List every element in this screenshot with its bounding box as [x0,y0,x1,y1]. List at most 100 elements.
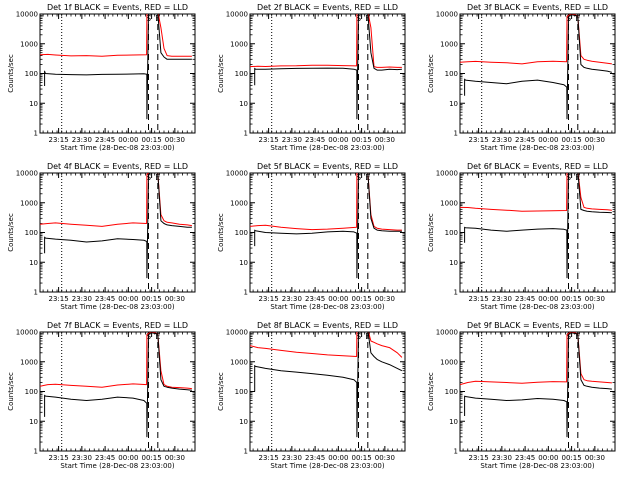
marker-label: E [575,173,580,182]
y-tick-label: 1000 [440,40,458,48]
x-tick-label: 23:15 [259,295,279,303]
plot-frame [459,331,616,452]
y-tick-label: 1000 [440,358,458,366]
panel-det-4: Det 4f BLACK = Events, RED = LLD 1 10 100 10… [7,162,196,311]
y-tick-label: 10 [239,100,248,108]
series-line-lld [460,14,612,65]
x-tick-label: 00:30 [375,295,395,303]
y-tick-label: 1 [34,448,38,456]
x-tick-label: 23:45 [95,136,115,144]
y-tick-label: 10 [449,418,458,426]
series-line-events [44,14,192,120]
x-tick-label: 23:30 [282,295,302,303]
x-tick-label: 00:15 [562,454,582,462]
x-axis-label: Start Time (28-Dec-08 23:03:00) [480,462,594,470]
y-axis-label: Counts/sec [7,54,15,93]
panel-det-1: Det 1f BLACK = Events, RED = LLD 1 10 100 10… [7,3,196,152]
panel-det-8: Det 8f BLACK = Events, RED = LLD 1 10 100 10… [217,321,406,470]
series-line-events [254,173,402,279]
y-tick-label: 10000 [16,170,38,178]
x-tick-label: 00:30 [165,136,185,144]
y-tick-label: 1 [244,289,248,297]
series-line-events [464,173,612,279]
y-tick-label: 1 [454,130,458,138]
y-tick-label: 10000 [16,329,38,337]
x-tick-label: 00:00 [328,136,348,144]
series-line-events [254,14,402,120]
x-tick-label: 00:15 [352,136,372,144]
y-tick-label: 1000 [230,199,248,207]
x-tick-label: 23:30 [282,454,302,462]
x-tick-label: 23:45 [305,295,325,303]
y-tick-label: 1 [244,448,248,456]
panel-title: Det 3f BLACK = Events, RED = LLD [467,3,608,12]
x-tick-label: 00:15 [352,454,372,462]
x-tick-label: 00:00 [328,295,348,303]
panel-det-5: Det 5f BLACK = Events, RED = LLD 1 10 100 10… [217,162,406,311]
x-tick-label: 00:30 [165,295,185,303]
y-axis-label: Counts/sec [427,213,435,252]
y-tick-label: 10 [449,100,458,108]
x-tick-label: 00:00 [118,136,138,144]
x-tick-label: 23:45 [305,454,325,462]
y-tick-label: 10000 [226,11,248,19]
panel-title: Det 6f BLACK = Events, RED = LLD [467,162,608,171]
panel-title: Det 7f BLACK = Events, RED = LLD [47,321,188,330]
y-axis-label: Counts/sec [427,372,435,411]
y-tick-label: 10 [239,259,248,267]
y-tick-label: 10 [449,259,458,267]
series-line-events [44,173,192,279]
y-tick-label: 1 [454,448,458,456]
panel-title: Det 9f BLACK = Events, RED = LLD [467,321,608,330]
panel-det-9: Det 9f BLACK = Events, RED = LLD 1 10 100 10… [427,321,616,470]
panel-title: Det 1f BLACK = Events, RED = LLD [47,3,188,12]
y-tick-label: 100 [445,70,458,78]
x-tick-label: 23:15 [49,295,69,303]
x-tick-label: 00:30 [165,454,185,462]
x-tick-label: 00:00 [538,136,558,144]
y-tick-label: 1000 [20,199,38,207]
x-tick-label: 00:15 [562,295,582,303]
x-tick-label: 00:30 [585,454,605,462]
plot-frame [39,331,196,452]
series-line-lld [250,14,402,68]
y-tick-label: 100 [235,229,248,237]
series-line-lld [40,14,192,57]
x-tick-label: 00:15 [562,136,582,144]
y-tick-label: 1000 [20,358,38,366]
plot-frame [459,13,616,134]
y-tick-label: 10 [239,418,248,426]
series-line-events [254,332,403,438]
x-tick-label: 00:30 [375,136,395,144]
panel-det-3: Det 3f BLACK = Events, RED = LLD 1 10 100 10… [427,3,616,152]
x-tick-label: 23:15 [469,454,489,462]
y-tick-label: 100 [25,229,38,237]
y-tick-label: 100 [25,70,38,78]
x-tick-label: 23:45 [305,136,325,144]
y-tick-label: 10000 [226,329,248,337]
x-tick-label: 00:30 [585,295,605,303]
y-tick-label: 10000 [436,329,458,337]
plot-frame [459,172,616,293]
y-tick-label: 10 [29,100,38,108]
x-tick-label: 23:45 [515,295,535,303]
x-axis-label: Start Time (28-Dec-08 23:03:00) [480,303,594,311]
y-tick-label: 100 [235,70,248,78]
plot-frame [39,172,196,293]
x-tick-label: 00:00 [538,295,558,303]
x-axis-label: Start Time (28-Dec-08 23:03:00) [270,144,384,152]
y-tick-label: 100 [235,388,248,396]
x-tick-label: 23:45 [95,454,115,462]
panel-det-2: Det 2f BLACK = Events, RED = LLD 1 10 100 10… [217,3,406,152]
y-tick-label: 100 [25,388,38,396]
x-tick-label: 23:30 [72,136,92,144]
x-tick-label: 23:30 [492,454,512,462]
x-tick-label: 23:45 [95,295,115,303]
x-tick-label: 00:00 [118,454,138,462]
x-tick-label: 00:15 [352,295,372,303]
y-axis-label: Counts/sec [7,372,15,411]
x-tick-label: 23:15 [49,136,69,144]
series-line-lld [40,332,192,390]
y-tick-label: 1000 [230,40,248,48]
